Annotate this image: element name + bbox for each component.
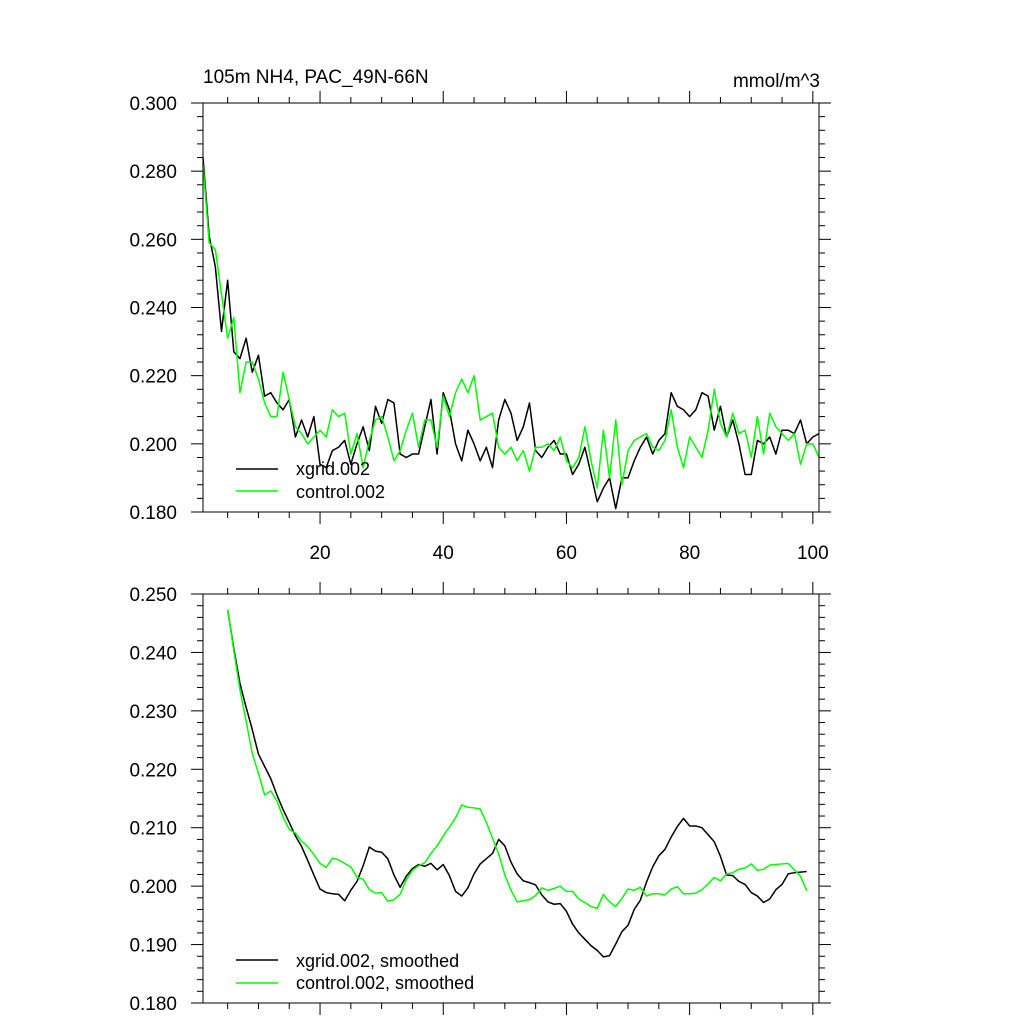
top-y-tick-label: 0.220 [129, 367, 177, 388]
bottom-y-tick-label: 0.250 [129, 585, 177, 606]
top-y-tick-label: 0.240 [129, 299, 177, 320]
bottom-chart-frame [202, 593, 820, 1004]
top-series-line-xgrid [202, 157, 820, 510]
bottom-y-tick-label: 0.180 [129, 994, 177, 1015]
bottom-y-tick-label: 0.190 [129, 936, 177, 957]
bottom-series-line-xgrid [226, 609, 807, 958]
top-x-tick-label: 60 [556, 543, 577, 564]
top-chart-frame [202, 102, 820, 513]
top-y-tick-label: 0.180 [129, 503, 177, 524]
top-y-tick-label: 0.280 [129, 162, 177, 183]
bottom-y-tick-label: 0.240 [129, 643, 177, 664]
bottom-chart-y-axis-labels: 0.180 0.190 0.200 0.210 0.220 0.230 0.240 0.250 [129, 585, 177, 1015]
bottom-chart: 0.180 0.190 0.200 0.210 0.220 0.230 0.240 0.250… [129, 582, 831, 1015]
top-chart-units: mmol/m^3 [733, 71, 820, 92]
top-x-tick-label: 40 [433, 543, 454, 564]
top-y-tick-label: 0.300 [129, 94, 177, 115]
top-series-line-control [202, 164, 820, 489]
legend-label-control: control.002 [296, 482, 385, 502]
top-x-tick-label: 20 [309, 543, 330, 564]
bottom-y-tick-label: 0.230 [129, 702, 177, 723]
top-chart-y-axis-labels: 0.180 0.200 0.220 0.240 0.260 0.280 0.300 [129, 94, 177, 524]
top-chart-series [202, 157, 820, 510]
legend-label-xgrid: xgrid.002 [296, 459, 370, 479]
bottom-series-line-control [226, 609, 808, 910]
top-x-tick-label: 80 [679, 543, 700, 564]
legend-label-control-smoothed: control.002, smoothed [296, 973, 474, 993]
top-chart: 105m NH4, PAC_49N-66N mmol/m^3 0.180 0.20… [129, 67, 831, 564]
bottom-y-tick-label: 0.210 [129, 819, 177, 840]
bottom-y-tick-label: 0.220 [129, 760, 177, 781]
top-x-tick-label: 100 [797, 543, 829, 564]
top-chart-legend: xgrid.002 control.002 [236, 459, 385, 502]
bottom-chart-series [226, 609, 808, 958]
top-y-tick-label: 0.200 [129, 435, 177, 456]
top-chart-x-axis-labels: 20 40 60 80 100 [309, 543, 828, 564]
bottom-y-tick-label: 0.200 [129, 877, 177, 898]
top-chart-ticks [191, 91, 831, 524]
bottom-chart-ticks [191, 582, 831, 1015]
legend-label-xgrid-smoothed: xgrid.002, smoothed [296, 951, 459, 971]
top-chart-title: 105m NH4, PAC_49N-66N [203, 67, 429, 88]
top-y-tick-label: 0.260 [129, 230, 177, 251]
bottom-chart-legend: xgrid.002, smoothed control.002, smoothe… [236, 951, 474, 993]
